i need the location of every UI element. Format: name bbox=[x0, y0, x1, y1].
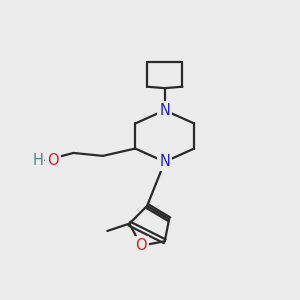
Text: N: N bbox=[159, 154, 170, 169]
Text: O: O bbox=[47, 153, 58, 168]
Text: N: N bbox=[159, 103, 170, 118]
Text: O: O bbox=[135, 238, 147, 253]
Text: H: H bbox=[33, 153, 44, 168]
